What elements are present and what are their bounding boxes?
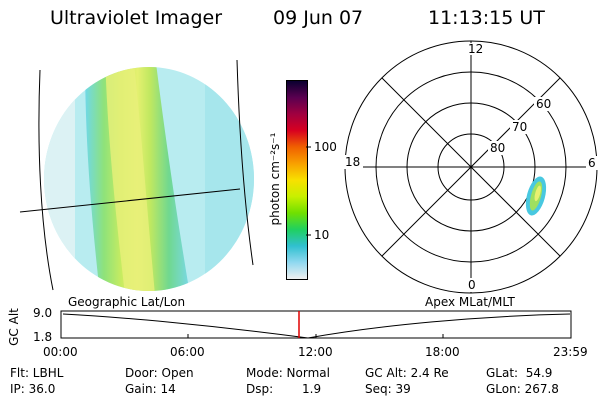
timeline-y-tick-bottom: 1.8 (33, 330, 53, 344)
timeline-x-tick-2359: 23:59 (553, 345, 588, 359)
timeline-plot (60, 310, 572, 339)
door-info: Door: Open (125, 366, 194, 380)
timeline-y-tick-top: 9.0 (33, 306, 53, 320)
dsp-label: Dsp: (246, 382, 274, 396)
timeline-left-title: Geographic Lat/Lon (68, 295, 186, 309)
filter-info: Flt: LBHL (10, 366, 64, 380)
timeline-right-title: Apex MLat/MLT (425, 295, 515, 309)
colorbar (286, 80, 308, 280)
timeline-x-tick-1800: 18:00 (425, 345, 460, 359)
timeline-x-tick-0600: 06:00 (170, 345, 205, 359)
time-label: 11:13:15 UT (428, 7, 545, 29)
lat-label-60: 60 (536, 97, 551, 111)
auroral-image (19, 59, 254, 291)
lat-label-80: 80 (490, 141, 505, 155)
mlt-label-18: 18 (345, 155, 360, 169)
date-label: 09 Jun 07 (273, 7, 364, 29)
glat-info: GLat: 54.9 (486, 366, 553, 380)
gc-alt-info: GC Alt: 2.4 Re (365, 366, 449, 380)
lat-label-70: 70 (512, 120, 527, 134)
timeline-x-tick-0000: 00:00 (43, 345, 78, 359)
colorbar-unit-label: photon cm⁻²s⁻¹ (268, 132, 282, 226)
colorbar-ticks: 100 10 (306, 140, 337, 242)
dsp-value: 1.9 (302, 382, 322, 396)
mlt-label-6: 6 (588, 156, 596, 170)
timeline-x-tick-1200: 12:00 (298, 345, 333, 359)
mlt-label-12: 12 (468, 42, 483, 56)
mlt-label-0: 0 (468, 278, 476, 292)
instrument-title: Ultraviolet Imager (50, 7, 223, 29)
ip-info: IP: 36.0 (10, 382, 56, 396)
gain-info: Gain: 14 (125, 382, 176, 396)
colorbar-tick-100: 100 (314, 140, 337, 154)
colorbar-tick-10: 10 (314, 228, 329, 242)
polar-plot: 12 18 6 0 60 70 80 (343, 40, 598, 294)
glon-info: GLon: 267.8 (486, 382, 559, 396)
timeline-y-axis-label: GC Alt (7, 308, 21, 346)
mode-info: Mode: Normal (246, 366, 330, 380)
seq-info: Seq: 39 (365, 382, 411, 396)
